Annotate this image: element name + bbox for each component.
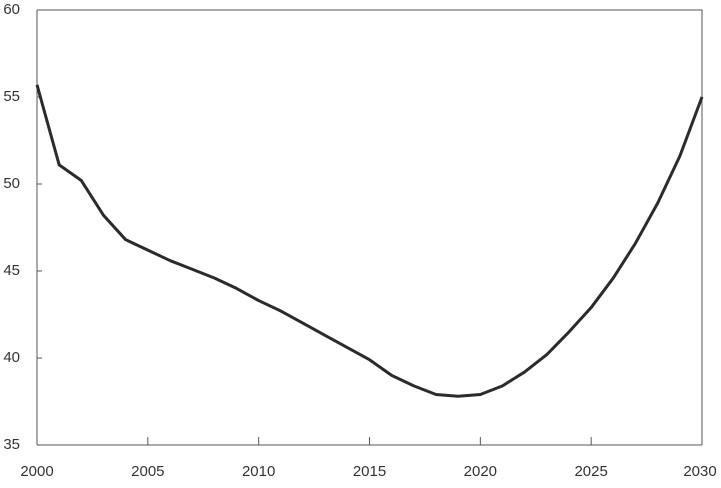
x-tick-label: 2015 [353,463,386,480]
x-tick-label: 2010 [242,463,275,480]
x-tick-label: 2005 [131,463,164,480]
y-tick-label: 50 [3,175,20,192]
y-tick-label: 55 [3,88,20,105]
plot-frame [37,9,703,445]
y-tick-label: 35 [3,436,20,453]
x-tick-label: 2025 [574,463,607,480]
y-tick-label: 45 [3,262,20,279]
x-tick-label: 2000 [20,463,53,480]
x-tick-label: 2020 [464,463,497,480]
line-series [35,84,704,398]
y-tick-label: 40 [3,349,20,366]
y-tick-label: 60 [3,1,20,18]
x-tick-label: 2030 [683,463,716,480]
